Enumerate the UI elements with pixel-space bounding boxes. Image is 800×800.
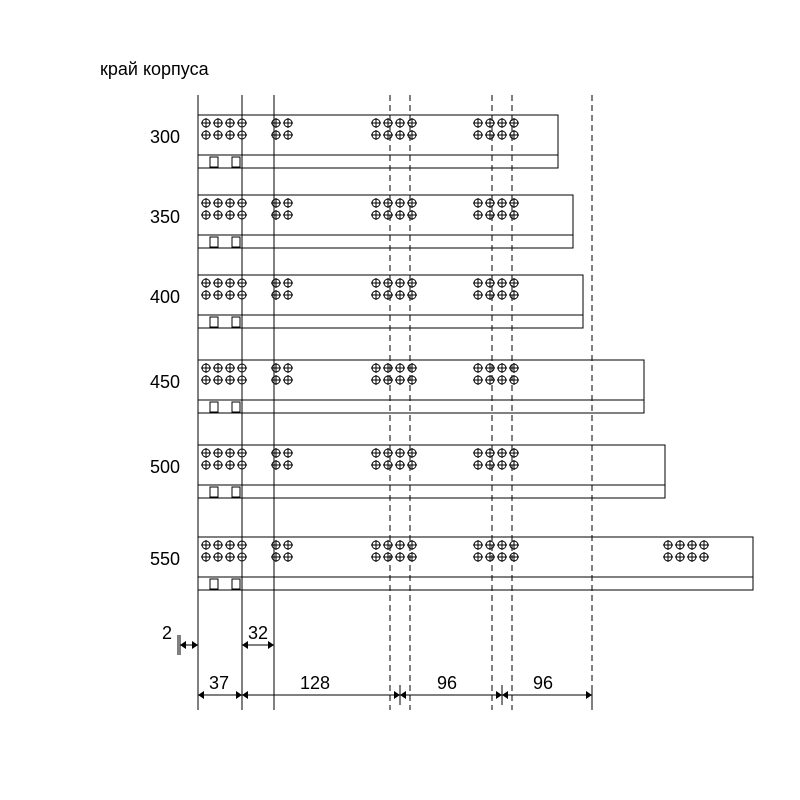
rail	[198, 360, 644, 400]
rail-label: 550	[150, 549, 180, 569]
dim-label: 96	[533, 673, 553, 693]
rail-label: 400	[150, 287, 180, 307]
dim-label: 128	[300, 673, 330, 693]
rail-label: 500	[150, 457, 180, 477]
title: край корпуса	[100, 59, 210, 79]
diagram: 300 350 400 450 500 550 2 32 37 128 96 96	[150, 95, 753, 710]
dim-label: 96	[437, 673, 457, 693]
rail-label: 300	[150, 127, 180, 147]
dim-label: 37	[209, 673, 229, 693]
rail	[198, 445, 665, 485]
dim-label: 2	[162, 623, 172, 643]
rail-label: 350	[150, 207, 180, 227]
rail-label: 450	[150, 372, 180, 392]
dim-label: 32	[248, 623, 268, 643]
